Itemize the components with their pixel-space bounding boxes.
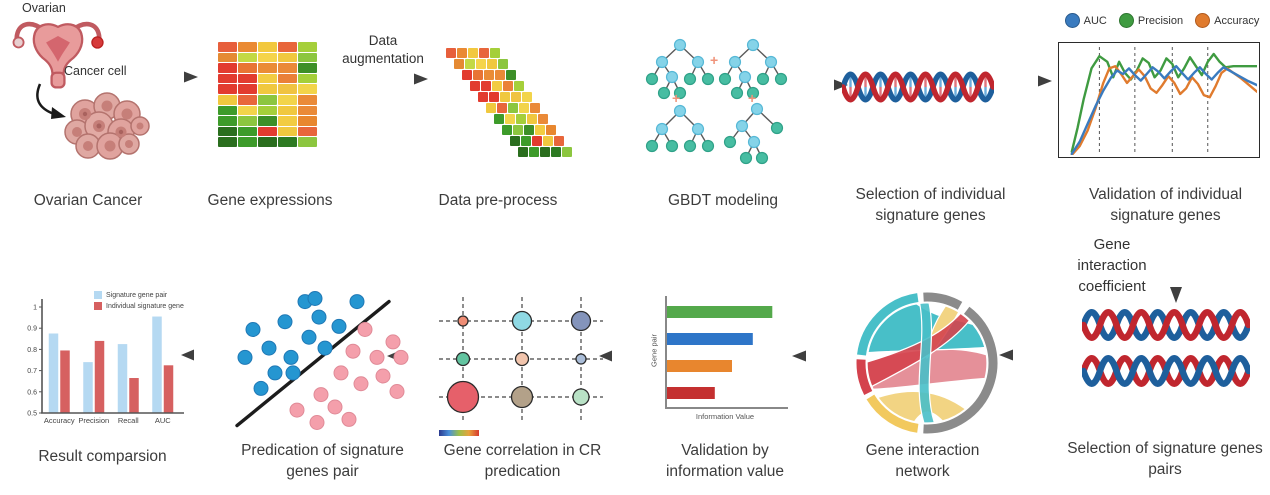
right-arrow-icon (998, 75, 1052, 87)
uterus-icon (12, 21, 104, 89)
caption-validation-individual: Validation of individual signature genes (1088, 186, 1243, 224)
legend-dot-icon (1064, 13, 1080, 28)
right-arrow-icon (338, 73, 428, 85)
legend-item: Individual signature gene (94, 302, 184, 310)
caption-ovarian-cancer: Ovarian Cancer (33, 192, 143, 209)
right-arrow-icon (774, 79, 848, 91)
result-legend: Signature gene pair Individual signature … (94, 291, 184, 310)
svg-text:0.9: 0.9 (27, 326, 37, 333)
gene-interaction-coefficient-label: Gene interaction coefficient (1077, 236, 1147, 295)
down-arrow-icon (1170, 227, 1182, 303)
caption-gene-interaction-network: Gene interaction network (865, 442, 980, 480)
left-arrow-icon (181, 349, 231, 361)
left-arrow-icon (599, 350, 649, 362)
chord-diagram-icon (856, 292, 998, 434)
plus-icon: + (748, 90, 757, 106)
right-arrow-icon (144, 71, 198, 83)
svg-text:Accuracy: Accuracy (44, 416, 75, 425)
caption-validation-information: Validation by information value (665, 442, 785, 480)
legend-item: Signature gene pair (94, 291, 184, 299)
legend-dot-icon (1195, 13, 1211, 28)
information-value-chart: Gene pair Information Value (648, 290, 793, 435)
legend-dot-icon (1118, 13, 1134, 28)
caption-result-comparison: Result comparsion (38, 448, 167, 465)
validation-legend: AUC Precision Accuracy (1056, 13, 1268, 28)
gbdt-tree-icon (645, 104, 715, 153)
dna-helix-icon (842, 71, 994, 103)
cancer-cells-icon (64, 92, 150, 160)
left-arrow-icon (999, 349, 1057, 361)
svg-text:1: 1 (33, 305, 37, 312)
svg-text:Precision: Precision (78, 416, 109, 425)
caption-selection-individual: Selection of individual signature genes (855, 186, 1006, 224)
result-comparison-chart: 1 0.9 0.8 0.7 0.6 0.5 Accuracy Precision Recall A… (12, 283, 192, 443)
svg-text:AUC: AUC (155, 416, 171, 425)
validation-line-chart (1058, 42, 1260, 158)
gene-expression-heatmap (218, 42, 317, 147)
svg-text:0.8: 0.8 (27, 347, 37, 354)
svg-text:Recall: Recall (118, 416, 139, 425)
data-augmentation-label: Data augmentation (342, 33, 424, 66)
caption-gene-correlation: Gene correlation in CR predication (443, 442, 602, 480)
caption-prediction-pairs: Predication of signature genes pair (241, 442, 404, 480)
dna-helix-icon (1082, 309, 1250, 341)
dna-helix-icon (1082, 355, 1250, 387)
cancer-cell-label: Cancer cell (64, 64, 127, 78)
plus-icon: + (710, 52, 719, 68)
info-xlabel: Information Value (695, 412, 755, 421)
svg-text:0.5: 0.5 (27, 411, 37, 418)
legend-item: AUC (1064, 13, 1107, 28)
correlation-bubble-chart (439, 297, 603, 436)
svg-text:0.6: 0.6 (27, 389, 37, 396)
scatter-plot (235, 291, 409, 430)
gbdt-tree-icon (645, 38, 715, 100)
caption-data-preprocess: Data pre-process (438, 192, 558, 209)
left-arrow-icon (792, 350, 850, 362)
legend-swatch-icon (94, 302, 102, 310)
gbdt-tree-icon (723, 102, 784, 165)
legend-item: Accuracy (1195, 13, 1259, 28)
caption-gbdt-modeling: GBDT modeling (668, 192, 778, 209)
plus-icon: + (672, 90, 681, 106)
gbdt-tree-icon (718, 38, 788, 100)
legend-item: Precision (1118, 13, 1183, 28)
caption-gene-expressions: Gene expressions (207, 192, 333, 209)
curved-arrow-icon (36, 83, 66, 119)
ovarian-label: Ovarian (22, 1, 66, 15)
legend-swatch-icon (94, 291, 102, 299)
info-ylabel: Gene pair (649, 334, 659, 367)
preprocess-cascade-heatmap (446, 48, 572, 158)
caption-selection-pairs: Selection of signature genes pairs (1067, 440, 1263, 478)
svg-text:0.7: 0.7 (27, 368, 37, 375)
